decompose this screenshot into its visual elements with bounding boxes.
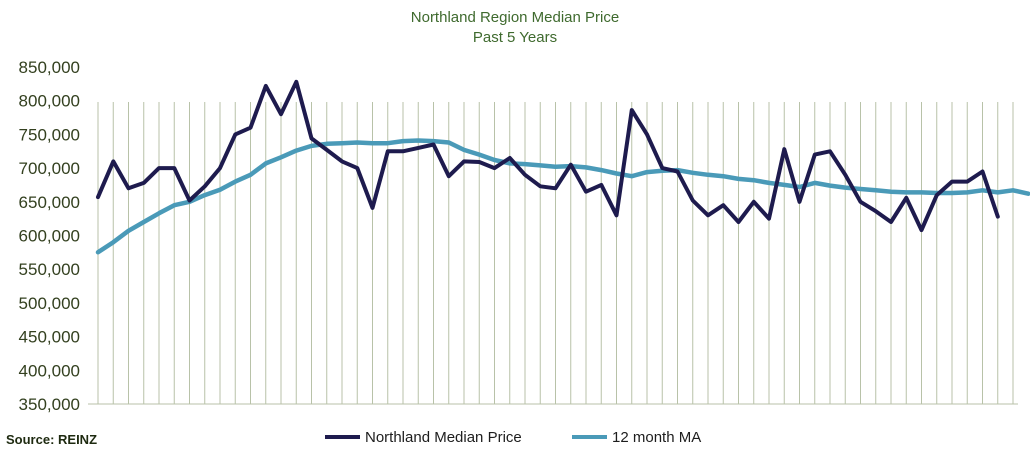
y-tick-label: 650,000 [19,193,80,212]
y-tick-label: 600,000 [19,227,80,246]
chart-subtitle: Past 5 Years [473,29,557,46]
y-tick-label: 400,000 [19,361,80,380]
vertical-gridlines [97,102,1014,404]
y-tick-label: 700,000 [19,159,80,178]
chart-title: Northland Region Median Price [411,9,619,26]
y-tick-label: 550,000 [19,260,80,279]
y-tick-label: 800,000 [19,92,80,111]
y-tick-label: 750,000 [19,125,80,144]
series-line-median-price [96,79,1000,233]
legend-label-median-price: Northland Median Price [365,429,522,446]
series-lines [95,79,1030,255]
legend-label-12-month-ma: 12 month MA [612,429,701,446]
y-tick-label: 500,000 [19,294,80,313]
y-tick-label: 450,000 [19,328,80,347]
series-line-12-month-ma [95,138,1030,255]
legend: Northland Median Price 12 month MA [325,429,701,446]
y-axis-ticks: 850,000 800,000 750,000 700,000 650,000 600,0… [19,58,80,414]
source-note: Source: REINZ [6,432,97,447]
y-tick-label: 350,000 [19,395,80,414]
y-tick-label: 850,000 [19,58,80,77]
